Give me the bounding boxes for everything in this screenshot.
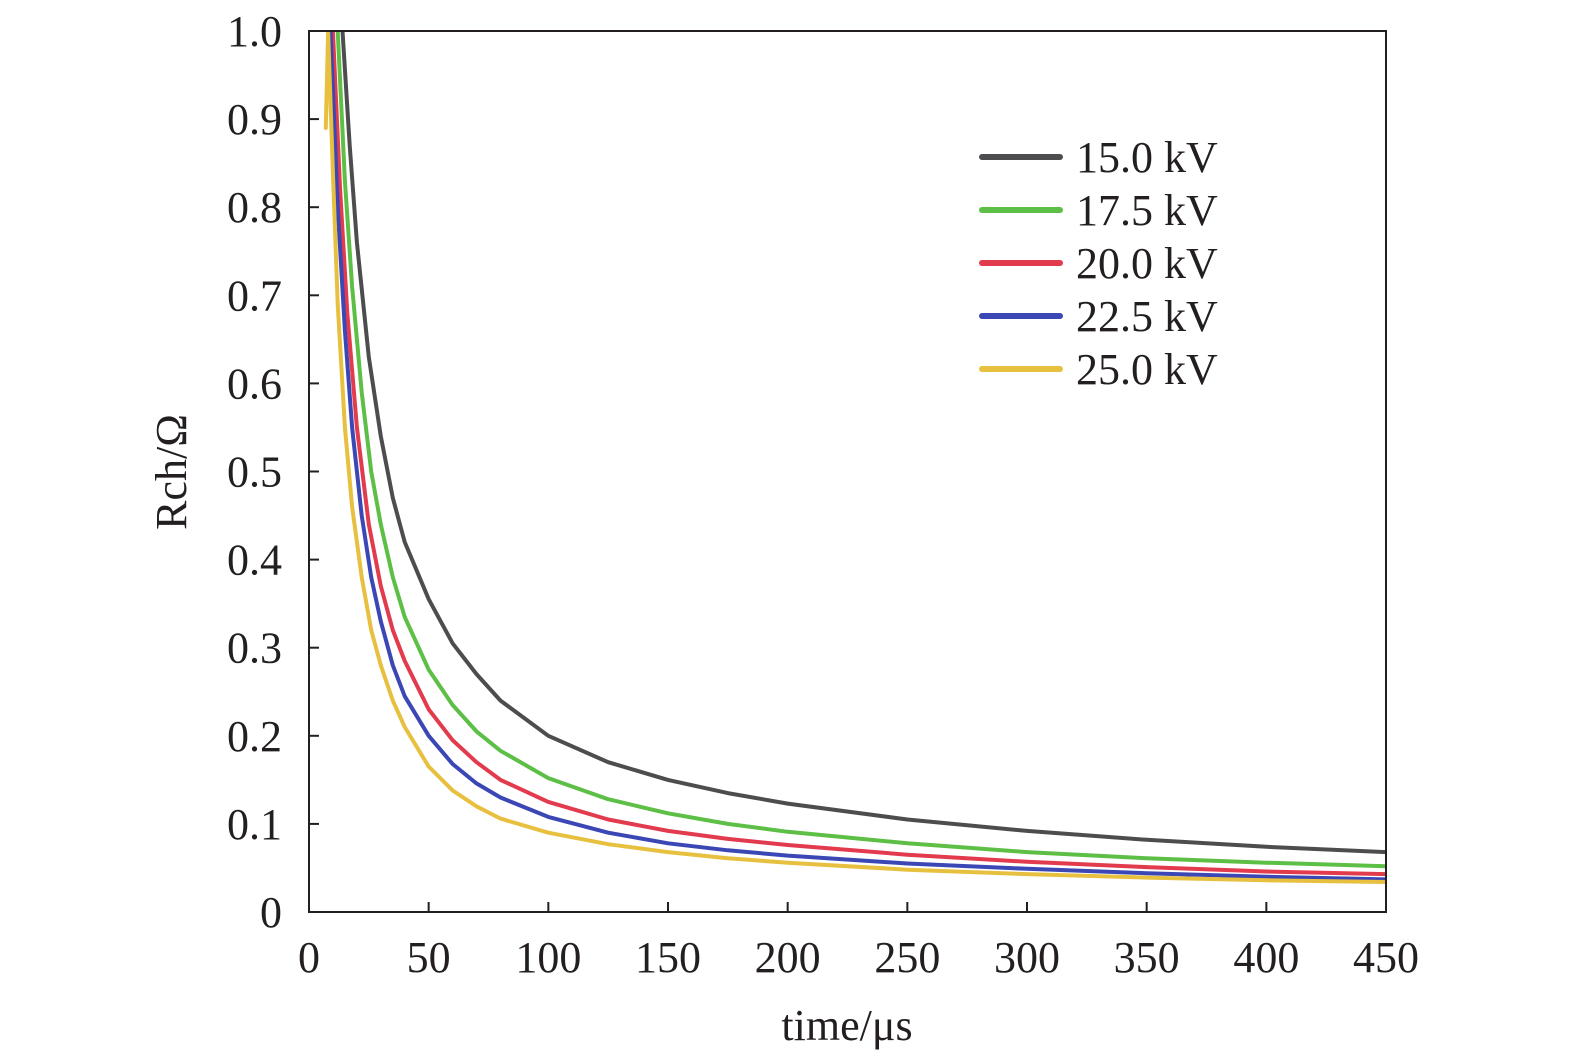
- series-layer: [323, 31, 1386, 884]
- y-tick-label: 1.0: [227, 7, 282, 56]
- y-tick-label: 0.7: [227, 271, 282, 320]
- series-line-4: [323, 31, 1386, 884]
- y-axis: 0 0.1 0.2 0.3 0.4 0.5 0.6 0.7 0.8 0.9 1.0: [227, 7, 319, 937]
- legend-label-2: 20.0 kV: [1076, 239, 1218, 288]
- x-tick-label: 300: [994, 933, 1060, 982]
- y-tick-label: 0.6: [227, 359, 282, 408]
- y-tick-label: 0.8: [227, 183, 282, 232]
- series-line-0: [340, 31, 1386, 855]
- x-tick-label: 250: [874, 933, 940, 982]
- x-tick-label: 350: [1114, 933, 1180, 982]
- y-axis-title: Rch/Ω: [147, 414, 196, 530]
- x-tick-label: 150: [635, 933, 701, 982]
- x-tick-label: 100: [515, 933, 581, 982]
- y-tick-label: 0.3: [227, 624, 282, 673]
- series-line-1: [335, 31, 1386, 869]
- x-tick-label: 0: [298, 933, 320, 982]
- x-tick-label: 450: [1353, 933, 1419, 982]
- legend-label-0: 15.0 kV: [1076, 133, 1218, 182]
- y-tick-label: 0.4: [227, 536, 282, 585]
- legend-label-1: 17.5 kV: [1076, 186, 1218, 235]
- y-tick-label: 0.5: [227, 448, 282, 497]
- y-tick-label: 0.2: [227, 712, 282, 761]
- x-tick-label: 50: [407, 933, 451, 982]
- x-axis-title: time/μs: [781, 1001, 912, 1050]
- y-tick-label: 0.9: [227, 95, 282, 144]
- legend-label-3: 22.5 kV: [1076, 292, 1218, 341]
- x-axis: 0 50 100 150 200 250 300 350 400 450: [298, 902, 1419, 982]
- y-tick-label: 0: [260, 888, 282, 937]
- legend-label-4: 25.0 kV: [1076, 345, 1218, 394]
- x-tick-label: 400: [1233, 933, 1299, 982]
- x-tick-label: 200: [755, 933, 821, 982]
- series-line-3: [328, 31, 1386, 882]
- y-tick-label: 0.1: [227, 800, 282, 849]
- series-line-2: [330, 31, 1386, 877]
